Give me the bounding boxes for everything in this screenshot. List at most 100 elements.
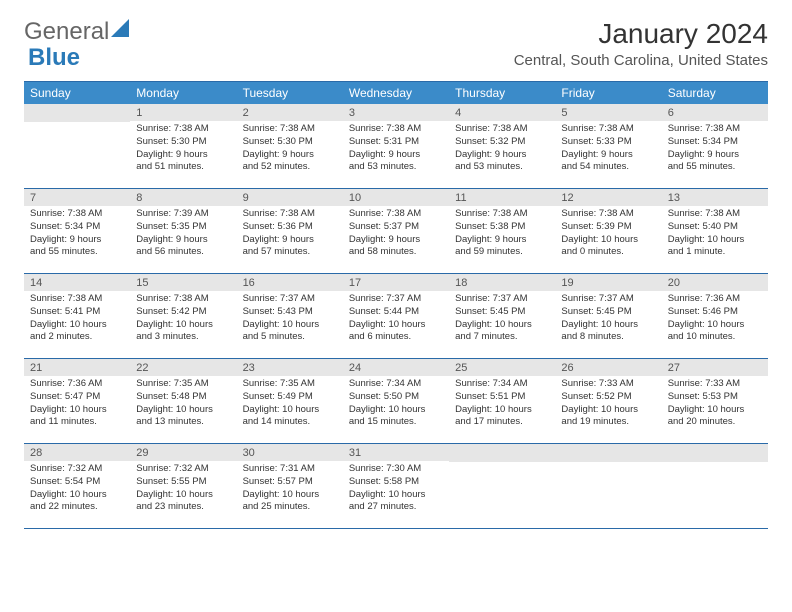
day-number: 1 bbox=[130, 104, 236, 121]
daylight-text: Daylight: 10 hours bbox=[30, 404, 124, 417]
sunrise-text: Sunrise: 7:34 AM bbox=[455, 378, 549, 391]
title-block: January 2024 Central, South Carolina, Un… bbox=[514, 18, 768, 69]
day-cell: 4Sunrise: 7:38 AMSunset: 5:32 PMDaylight… bbox=[449, 104, 555, 188]
daylight-text: Daylight: 9 hours bbox=[668, 149, 762, 162]
sunset-text: Sunset: 5:32 PM bbox=[455, 136, 549, 149]
week-row: 21Sunrise: 7:36 AMSunset: 5:47 PMDayligh… bbox=[24, 359, 768, 444]
sunset-text: Sunset: 5:31 PM bbox=[349, 136, 443, 149]
day-cell bbox=[449, 444, 555, 528]
day-cell bbox=[24, 104, 130, 188]
sunset-text: Sunset: 5:48 PM bbox=[136, 391, 230, 404]
sunrise-text: Sunrise: 7:38 AM bbox=[30, 208, 124, 221]
day-info: Sunrise: 7:37 AMSunset: 5:45 PMDaylight:… bbox=[449, 291, 555, 348]
day-number: 24 bbox=[343, 359, 449, 376]
day-cell: 5Sunrise: 7:38 AMSunset: 5:33 PMDaylight… bbox=[555, 104, 661, 188]
daylight-text: and 2 minutes. bbox=[30, 331, 124, 344]
day-cell: 31Sunrise: 7:30 AMSunset: 5:58 PMDayligh… bbox=[343, 444, 449, 528]
daylight-text: and 11 minutes. bbox=[30, 416, 124, 429]
daylight-text: Daylight: 9 hours bbox=[349, 234, 443, 247]
day-info: Sunrise: 7:35 AMSunset: 5:49 PMDaylight:… bbox=[237, 376, 343, 433]
sunrise-text: Sunrise: 7:32 AM bbox=[30, 463, 124, 476]
day-cell: 23Sunrise: 7:35 AMSunset: 5:49 PMDayligh… bbox=[237, 359, 343, 443]
sunrise-text: Sunrise: 7:38 AM bbox=[561, 208, 655, 221]
day-header: Thursday bbox=[449, 82, 555, 104]
sunrise-text: Sunrise: 7:38 AM bbox=[561, 123, 655, 136]
day-number: 18 bbox=[449, 274, 555, 291]
daylight-text: Daylight: 10 hours bbox=[561, 234, 655, 247]
daylight-text: and 53 minutes. bbox=[455, 161, 549, 174]
sunrise-text: Sunrise: 7:36 AM bbox=[668, 293, 762, 306]
day-info: Sunrise: 7:38 AMSunset: 5:41 PMDaylight:… bbox=[24, 291, 130, 348]
day-info: Sunrise: 7:38 AMSunset: 5:40 PMDaylight:… bbox=[662, 206, 768, 263]
day-cell: 17Sunrise: 7:37 AMSunset: 5:44 PMDayligh… bbox=[343, 274, 449, 358]
day-cell: 29Sunrise: 7:32 AMSunset: 5:55 PMDayligh… bbox=[130, 444, 236, 528]
day-cell: 30Sunrise: 7:31 AMSunset: 5:57 PMDayligh… bbox=[237, 444, 343, 528]
daylight-text: Daylight: 10 hours bbox=[243, 489, 337, 502]
sunset-text: Sunset: 5:37 PM bbox=[349, 221, 443, 234]
sunrise-text: Sunrise: 7:39 AM bbox=[136, 208, 230, 221]
day-number: 3 bbox=[343, 104, 449, 121]
daylight-text: and 56 minutes. bbox=[136, 246, 230, 259]
sunset-text: Sunset: 5:58 PM bbox=[349, 476, 443, 489]
daylight-text: and 5 minutes. bbox=[243, 331, 337, 344]
daylight-text: and 53 minutes. bbox=[349, 161, 443, 174]
day-info: Sunrise: 7:33 AMSunset: 5:52 PMDaylight:… bbox=[555, 376, 661, 433]
day-number: 6 bbox=[662, 104, 768, 121]
sunset-text: Sunset: 5:45 PM bbox=[455, 306, 549, 319]
daylight-text: Daylight: 9 hours bbox=[561, 149, 655, 162]
sunset-text: Sunset: 5:36 PM bbox=[243, 221, 337, 234]
sunrise-text: Sunrise: 7:33 AM bbox=[668, 378, 762, 391]
daylight-text: and 58 minutes. bbox=[349, 246, 443, 259]
daylight-text: Daylight: 10 hours bbox=[136, 489, 230, 502]
day-cell: 9Sunrise: 7:38 AMSunset: 5:36 PMDaylight… bbox=[237, 189, 343, 273]
day-number: 17 bbox=[343, 274, 449, 291]
day-info: Sunrise: 7:38 AMSunset: 5:36 PMDaylight:… bbox=[237, 206, 343, 263]
sunset-text: Sunset: 5:30 PM bbox=[243, 136, 337, 149]
daylight-text: Daylight: 10 hours bbox=[243, 404, 337, 417]
day-number: 4 bbox=[449, 104, 555, 121]
sunset-text: Sunset: 5:35 PM bbox=[136, 221, 230, 234]
week-row: 28Sunrise: 7:32 AMSunset: 5:54 PMDayligh… bbox=[24, 444, 768, 529]
daylight-text: and 57 minutes. bbox=[243, 246, 337, 259]
daylight-text: and 6 minutes. bbox=[349, 331, 443, 344]
daylight-text: and 22 minutes. bbox=[30, 501, 124, 514]
sunrise-text: Sunrise: 7:36 AM bbox=[30, 378, 124, 391]
daylight-text: Daylight: 10 hours bbox=[349, 489, 443, 502]
day-number bbox=[24, 104, 130, 122]
sunrise-text: Sunrise: 7:38 AM bbox=[30, 293, 124, 306]
daylight-text: and 51 minutes. bbox=[136, 161, 230, 174]
day-info: Sunrise: 7:38 AMSunset: 5:30 PMDaylight:… bbox=[130, 121, 236, 178]
logo-text-2: Blue bbox=[28, 44, 80, 72]
day-info: Sunrise: 7:31 AMSunset: 5:57 PMDaylight:… bbox=[237, 461, 343, 518]
day-number: 26 bbox=[555, 359, 661, 376]
day-info: Sunrise: 7:38 AMSunset: 5:38 PMDaylight:… bbox=[449, 206, 555, 263]
day-cell: 18Sunrise: 7:37 AMSunset: 5:45 PMDayligh… bbox=[449, 274, 555, 358]
day-cell: 27Sunrise: 7:33 AMSunset: 5:53 PMDayligh… bbox=[662, 359, 768, 443]
day-number: 30 bbox=[237, 444, 343, 461]
day-header: Sunday bbox=[24, 82, 130, 104]
day-number: 12 bbox=[555, 189, 661, 206]
day-cell: 25Sunrise: 7:34 AMSunset: 5:51 PMDayligh… bbox=[449, 359, 555, 443]
day-cell bbox=[662, 444, 768, 528]
week-row: 7Sunrise: 7:38 AMSunset: 5:34 PMDaylight… bbox=[24, 189, 768, 274]
daylight-text: Daylight: 9 hours bbox=[455, 234, 549, 247]
day-info: Sunrise: 7:37 AMSunset: 5:43 PMDaylight:… bbox=[237, 291, 343, 348]
sunrise-text: Sunrise: 7:38 AM bbox=[668, 123, 762, 136]
sunset-text: Sunset: 5:39 PM bbox=[561, 221, 655, 234]
day-header: Wednesday bbox=[343, 82, 449, 104]
month-title: January 2024 bbox=[514, 18, 768, 50]
sunset-text: Sunset: 5:47 PM bbox=[30, 391, 124, 404]
day-info: Sunrise: 7:38 AMSunset: 5:33 PMDaylight:… bbox=[555, 121, 661, 178]
day-info: Sunrise: 7:35 AMSunset: 5:48 PMDaylight:… bbox=[130, 376, 236, 433]
sunrise-text: Sunrise: 7:37 AM bbox=[349, 293, 443, 306]
day-cell bbox=[555, 444, 661, 528]
logo: General bbox=[24, 18, 133, 46]
sunset-text: Sunset: 5:53 PM bbox=[668, 391, 762, 404]
day-cell: 22Sunrise: 7:35 AMSunset: 5:48 PMDayligh… bbox=[130, 359, 236, 443]
day-cell: 2Sunrise: 7:38 AMSunset: 5:30 PMDaylight… bbox=[237, 104, 343, 188]
sunrise-text: Sunrise: 7:30 AM bbox=[349, 463, 443, 476]
sunrise-text: Sunrise: 7:37 AM bbox=[455, 293, 549, 306]
day-cell: 13Sunrise: 7:38 AMSunset: 5:40 PMDayligh… bbox=[662, 189, 768, 273]
daylight-text: and 3 minutes. bbox=[136, 331, 230, 344]
day-header: Saturday bbox=[662, 82, 768, 104]
